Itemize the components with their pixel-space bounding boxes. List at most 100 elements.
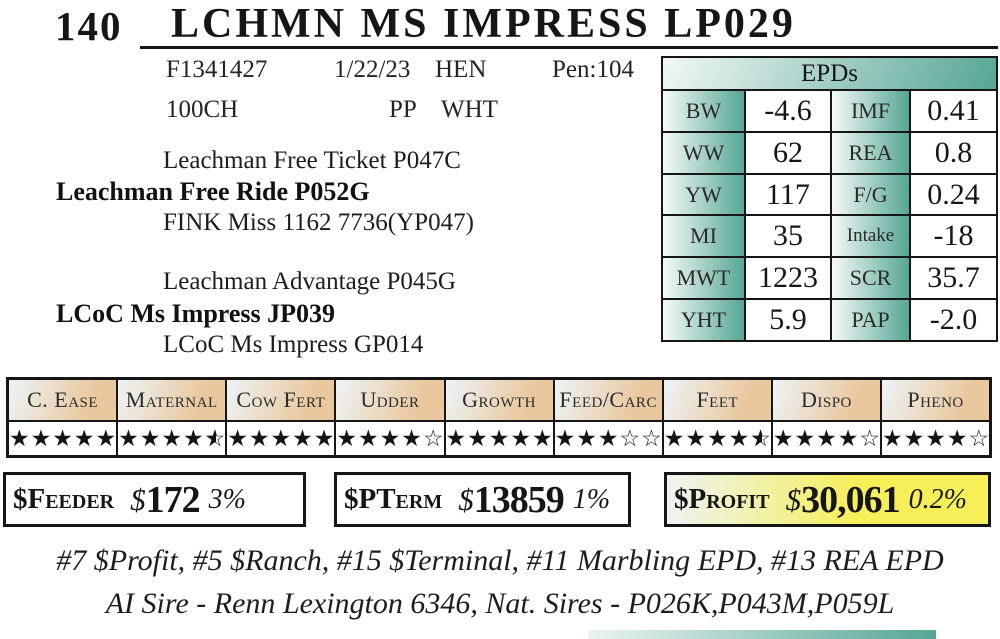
index-percentile: 3%	[208, 483, 246, 515]
epd-value-cell: 35	[746, 216, 830, 257]
pen-number: Pen:104	[552, 56, 634, 83]
trait-rating-cell: ★ ★ ★ ★ ☆	[336, 422, 444, 455]
dollar-sign: $	[130, 481, 146, 517]
epd-label-cell: YHT	[663, 300, 744, 340]
trait-header-dispo: Dispo	[772, 380, 880, 420]
registration-number: F1341427	[166, 56, 268, 83]
star-full-icon: ★	[292, 426, 313, 451]
sires-line: AI Sire - Renn Lexington 6346, Nat. Sire…	[105, 587, 895, 620]
epd-label-cell: IMF	[832, 91, 909, 131]
star-full-icon: ★	[597, 426, 619, 451]
trait-header-growth: Growth	[445, 380, 553, 420]
epd-label-cell: REA	[832, 132, 909, 173]
title-rule	[140, 46, 998, 49]
star-full-icon: ★	[554, 426, 576, 451]
star-empty-icon: ☆	[968, 426, 990, 451]
dollar-sign: $	[785, 481, 802, 517]
star-full-icon: ★	[532, 426, 553, 451]
epd-label-cell: WW	[663, 132, 744, 173]
epd-value-cell: 5.9	[746, 300, 830, 340]
star-full-icon: ★	[52, 426, 73, 451]
trait-rating-cell: ★ ★ ★ ★ ☆	[772, 422, 880, 455]
trait-header-cow-fert: Cow Fert	[227, 380, 335, 420]
breed-code: 100CH	[166, 96, 239, 123]
index-name: $Feeder	[13, 483, 115, 515]
epd-value-cell: 0.8	[911, 132, 996, 173]
star-full-icon: ★	[30, 426, 52, 451]
trait-rating-cell: ★ ★ ★ ☆ ☆	[554, 422, 662, 455]
star-full-icon: ★	[488, 426, 510, 451]
trait-header-udder: Udder	[336, 380, 444, 420]
trait-header-maternal: Maternal	[118, 380, 226, 420]
star-full-icon: ★	[685, 426, 706, 451]
star-full-icon: ★	[336, 426, 357, 451]
index-box-feeder: $Feeder $172 3%	[3, 472, 306, 527]
star-empty-icon: ☆	[619, 426, 641, 451]
index-amount: 13859	[473, 478, 565, 521]
trait-star-table: C. Ease Maternal Cow Fert Udder Growth Feed/C…	[6, 377, 992, 458]
epd-value-cell: 0.24	[911, 174, 996, 215]
star-full-icon: ★	[227, 426, 248, 451]
star-full-icon: ★	[401, 426, 422, 451]
star-full-icon: ★	[358, 426, 379, 451]
dam-of-dam: LCoC Ms Impress GP014	[163, 331, 424, 358]
star-full-icon: ★	[794, 426, 816, 451]
dollar-index-row: $Feeder $172 3% $PTerm $13859 1% $Profit $30,06…	[3, 472, 991, 527]
epd-label-cell: BW	[663, 91, 744, 131]
star-full-icon: ★	[816, 426, 837, 451]
star-full-icon: ★	[270, 426, 292, 451]
epd-label-cell: MWT	[663, 258, 744, 299]
star-empty-icon: ☆	[641, 426, 662, 451]
epd-value-cell: -4.6	[746, 91, 830, 131]
epd-value-cell: -18	[911, 216, 996, 257]
star-full-icon: ★	[663, 426, 685, 451]
trait-rating-cell: ★ ★ ★ ★ ☆ ★	[118, 422, 226, 455]
star-full-icon: ★	[903, 426, 925, 451]
star-full-icon: ★	[510, 426, 531, 451]
index-amount: 172	[145, 478, 201, 521]
star-full-icon: ★	[467, 426, 488, 451]
epd-value-cell: 0.41	[911, 91, 996, 131]
epd-label-cell: MI	[663, 216, 744, 257]
star-full-icon: ★	[139, 426, 161, 451]
epd-value-cell: 35.7	[911, 258, 996, 299]
star-full-icon: ★	[946, 426, 968, 451]
epd-value-cell: 1223	[746, 258, 830, 299]
dollar-sign: $	[458, 481, 474, 517]
star-full-icon: ★	[118, 426, 139, 451]
trait-header-pheno: Pheno	[882, 380, 990, 420]
epd-value-cell: -2.0	[911, 300, 996, 340]
epd-value-cell: 62	[746, 132, 830, 173]
star-empty-icon: ☆	[859, 426, 880, 451]
index-box-pterm: $PTerm $13859 1%	[334, 472, 631, 527]
index-amount: 30,061	[801, 478, 900, 521]
sire-of-dam: Leachman Advantage P045G	[163, 268, 456, 295]
epd-value-cell: 117	[746, 174, 830, 215]
epd-label-cell: YW	[663, 174, 744, 215]
color-code: WHT	[441, 96, 498, 123]
star-full-icon: ★	[248, 426, 270, 451]
index-percentile: 1%	[572, 483, 611, 515]
trait-header-feed-carc: Feed/Carc	[554, 380, 662, 420]
star-full-icon: ★	[95, 426, 117, 451]
star-full-icon: ★	[9, 426, 30, 451]
star-full-icon: ★	[445, 426, 467, 451]
star-full-icon: ★	[728, 426, 750, 451]
dam-of-sire: FINK Miss 1162 7736(YP047)	[163, 209, 474, 236]
star-full-icon: ★	[161, 426, 182, 451]
star-half-icon: ☆ ★	[750, 426, 771, 451]
dam-name: LCoC Ms Impress JP039	[56, 299, 336, 328]
epd-label-cell: Intake	[832, 216, 909, 257]
epd-label-cell: PAP	[832, 300, 909, 340]
epd-table-header: EPDs	[663, 58, 996, 89]
star-full-icon: ★	[882, 426, 903, 451]
animal-name-title: LCHMN MS IMPRESS LP029	[171, 1, 796, 47]
sex-code: HEN	[435, 56, 487, 83]
epd-label-cell: SCR	[832, 258, 909, 299]
trait-header-feet: Feet	[663, 380, 771, 420]
trait-header-c-ease: C. Ease	[9, 380, 117, 420]
epd-label-cell: F/G	[832, 174, 909, 215]
trait-rating-cell: ★ ★ ★ ★ ☆	[882, 422, 990, 455]
star-full-icon: ★	[772, 426, 794, 451]
